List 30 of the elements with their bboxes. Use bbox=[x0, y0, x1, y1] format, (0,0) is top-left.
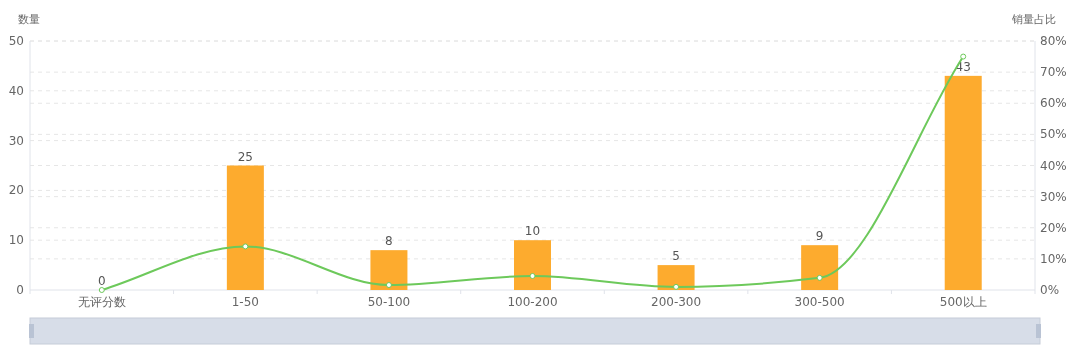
data-label: 9 bbox=[815, 229, 824, 244]
y-tick-label: 0 bbox=[16, 283, 24, 297]
data-label: 8 bbox=[385, 234, 393, 249]
y-tick-label: 10 bbox=[8, 233, 24, 248]
y-tick-label: 40 bbox=[8, 83, 24, 98]
data-label: 5 bbox=[672, 249, 680, 264]
x-tick-label: 200-300 bbox=[651, 295, 702, 309]
y-tick-label: 30 bbox=[8, 133, 24, 148]
y2-tick-label: 60% bbox=[1040, 96, 1067, 111]
x-tick-label: 100-200 bbox=[507, 295, 558, 309]
y2-tick-label: 50% bbox=[1040, 127, 1067, 142]
y2-tick-label: 0% bbox=[1040, 283, 1060, 297]
y-tick-label: 20 bbox=[8, 183, 24, 198]
x-tick-label: 300-500 bbox=[794, 295, 845, 309]
x-tick-label: 1-50 bbox=[231, 295, 259, 309]
y2-tick-label: 20% bbox=[1040, 220, 1067, 235]
y2-tick-label: 80% bbox=[1040, 34, 1067, 48]
y2-tick-label: 10% bbox=[1040, 251, 1067, 266]
data-label: 10 bbox=[524, 224, 541, 239]
y-tick-label: 50 bbox=[8, 34, 24, 48]
x-tick-label: 500以上 bbox=[939, 295, 987, 309]
y-axis-title: 数量 bbox=[18, 13, 40, 26]
x-tick-label: 50-100 bbox=[367, 295, 411, 309]
y2-axis-title: 销量占比 bbox=[1011, 13, 1056, 26]
y2-tick-label: 40% bbox=[1040, 158, 1067, 173]
data-label: 0 bbox=[97, 274, 106, 288]
x-tick-label: 无评分数 bbox=[77, 295, 126, 309]
y2-tick-label: 30% bbox=[1040, 189, 1067, 204]
data-label: 25 bbox=[237, 149, 253, 164]
y2-tick-label: 70% bbox=[1040, 65, 1067, 80]
